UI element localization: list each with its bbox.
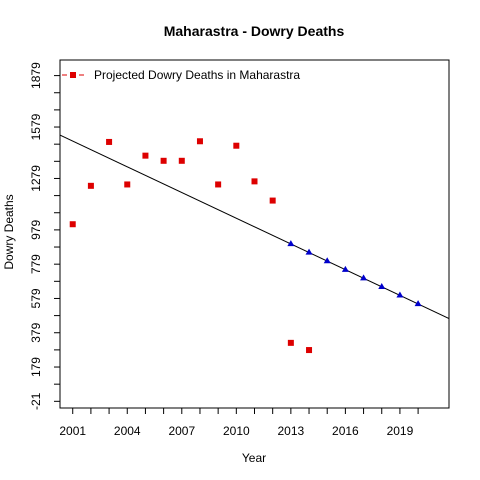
x-tick-label: 2001 xyxy=(59,424,86,438)
y-tick-label: 179 xyxy=(29,357,43,377)
projected-point xyxy=(414,300,422,307)
y-tick-label: 1879 xyxy=(29,62,43,89)
observed-point xyxy=(124,181,131,188)
observed-point xyxy=(287,339,294,346)
legend: Projected Dowry Deaths in Maharastra xyxy=(62,68,300,82)
observed-point xyxy=(87,182,94,189)
observed-point xyxy=(178,157,185,164)
observed-point xyxy=(142,152,149,159)
y-axis-label: Dowry Deaths xyxy=(2,194,16,269)
x-axis: 2001 2004 2007 2010 2013 2016 2019 xyxy=(59,408,419,438)
projected-point xyxy=(323,257,331,264)
observed-point xyxy=(233,142,240,149)
legend-label: Projected Dowry Deaths in Maharastra xyxy=(94,68,300,82)
observed-point xyxy=(269,197,276,204)
observed-point xyxy=(196,138,203,145)
y-tick-label: 979 xyxy=(29,220,43,240)
observed-point xyxy=(69,221,76,228)
observed-point xyxy=(251,178,258,185)
x-tick-label: 2013 xyxy=(278,424,305,438)
projected-point xyxy=(341,265,349,272)
chart-title: Maharastra - Dowry Deaths xyxy=(164,23,345,39)
observed-point xyxy=(106,138,113,145)
y-tick-label: 1279 xyxy=(29,165,43,192)
x-tick-label: 2019 xyxy=(387,424,414,438)
projected-point xyxy=(378,282,386,289)
x-axis-label: Year xyxy=(242,451,266,465)
x-tick-label: 2004 xyxy=(114,424,141,438)
legend-marker-square xyxy=(70,72,76,78)
y-tick-label: 379 xyxy=(29,322,43,342)
plot-area xyxy=(59,59,450,409)
y-tick-label: 779 xyxy=(29,254,43,274)
projected-point xyxy=(396,291,404,298)
observed-point xyxy=(306,347,313,354)
y-axis: -21 179 379 579 779 979 1279 1579 1879 xyxy=(29,62,60,410)
projected-point xyxy=(305,248,313,255)
y-tick-label: 579 xyxy=(29,288,43,308)
x-tick-label: 2007 xyxy=(168,424,195,438)
observed-point xyxy=(215,181,222,188)
y-tick-label: 1579 xyxy=(29,113,43,140)
projected-point xyxy=(360,274,368,281)
observed-point xyxy=(160,157,167,164)
projected-point xyxy=(287,240,295,247)
x-tick-label: 2010 xyxy=(223,424,250,438)
y-tick-label: -21 xyxy=(29,392,43,410)
x-tick-label: 2016 xyxy=(332,424,359,438)
